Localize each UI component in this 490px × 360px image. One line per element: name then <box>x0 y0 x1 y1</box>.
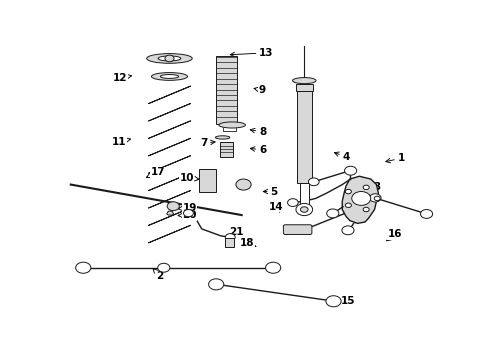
Text: 2: 2 <box>153 269 164 281</box>
Circle shape <box>184 210 194 217</box>
Text: 14: 14 <box>269 202 283 212</box>
Text: 9: 9 <box>254 85 266 95</box>
Circle shape <box>352 192 371 205</box>
Circle shape <box>225 234 235 241</box>
Text: 8: 8 <box>250 127 266 137</box>
Circle shape <box>345 189 351 194</box>
Circle shape <box>344 166 357 175</box>
Text: 3: 3 <box>363 183 380 193</box>
Ellipse shape <box>147 54 192 63</box>
Circle shape <box>167 202 179 211</box>
Circle shape <box>369 194 381 202</box>
Text: 15: 15 <box>337 296 355 306</box>
Bar <box>224 238 234 247</box>
Circle shape <box>236 179 251 190</box>
Text: 12: 12 <box>113 73 132 83</box>
Circle shape <box>327 209 339 218</box>
Text: 1: 1 <box>386 153 405 163</box>
Circle shape <box>420 210 433 219</box>
Polygon shape <box>342 176 378 223</box>
Text: 4: 4 <box>335 152 350 162</box>
Circle shape <box>326 296 341 307</box>
Bar <box>296 84 313 91</box>
Circle shape <box>266 262 281 273</box>
Ellipse shape <box>293 77 316 84</box>
Text: 10: 10 <box>179 173 199 183</box>
Circle shape <box>75 262 91 273</box>
Text: 17: 17 <box>147 167 166 177</box>
Circle shape <box>300 207 308 212</box>
Bar <box>220 141 233 157</box>
Text: 16: 16 <box>387 229 402 241</box>
FancyBboxPatch shape <box>283 225 312 234</box>
Ellipse shape <box>160 75 178 78</box>
Ellipse shape <box>219 122 245 128</box>
Circle shape <box>158 263 170 272</box>
Circle shape <box>342 226 354 235</box>
Text: 19: 19 <box>178 203 197 213</box>
Circle shape <box>374 196 380 201</box>
Text: 20: 20 <box>178 210 197 220</box>
Circle shape <box>309 178 319 186</box>
Bar <box>300 183 309 208</box>
Polygon shape <box>167 211 173 215</box>
Text: 21: 21 <box>229 227 244 237</box>
Ellipse shape <box>158 56 181 61</box>
Text: 11: 11 <box>112 136 130 147</box>
Text: 18: 18 <box>240 238 256 248</box>
Text: 5: 5 <box>263 186 277 197</box>
Text: 13: 13 <box>230 48 273 58</box>
Circle shape <box>209 279 224 290</box>
Circle shape <box>296 203 313 216</box>
Bar <box>199 169 216 192</box>
Bar <box>216 56 237 123</box>
Circle shape <box>165 55 174 62</box>
Text: 7: 7 <box>200 138 215 148</box>
Bar <box>297 91 312 183</box>
Circle shape <box>363 185 369 190</box>
Circle shape <box>363 207 369 212</box>
Ellipse shape <box>216 136 230 139</box>
Circle shape <box>345 203 351 207</box>
Circle shape <box>288 199 298 207</box>
Ellipse shape <box>151 73 188 80</box>
Text: 6: 6 <box>250 145 266 155</box>
